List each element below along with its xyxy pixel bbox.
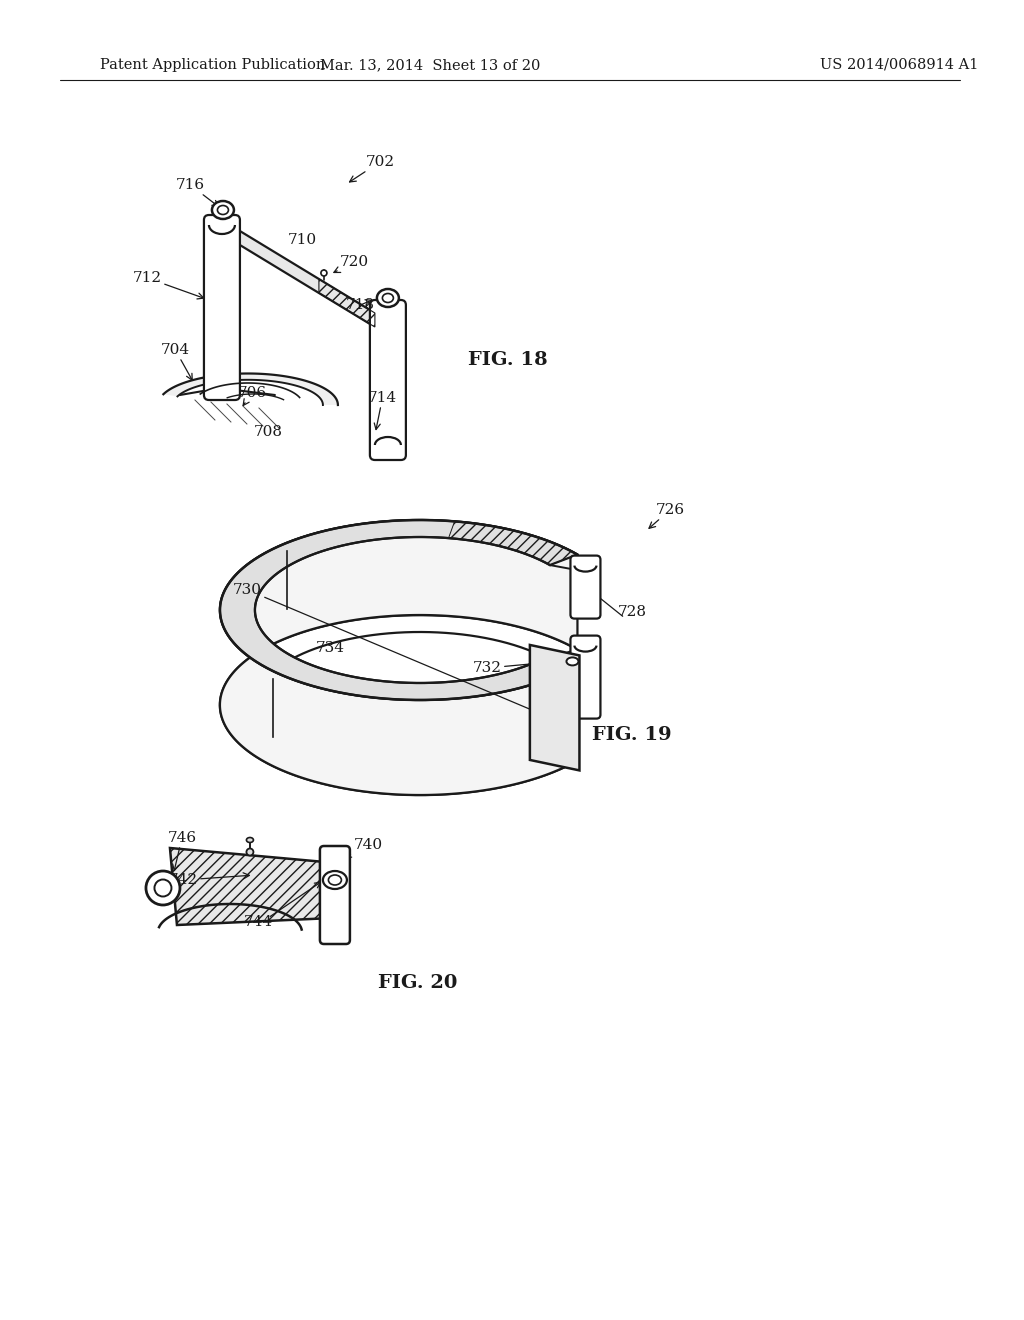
Ellipse shape bbox=[247, 837, 253, 842]
Ellipse shape bbox=[377, 289, 399, 308]
Text: 710: 710 bbox=[288, 234, 316, 247]
Text: 702: 702 bbox=[349, 154, 394, 182]
Ellipse shape bbox=[382, 293, 393, 302]
Text: 732: 732 bbox=[473, 657, 572, 675]
Polygon shape bbox=[220, 520, 578, 795]
Polygon shape bbox=[170, 847, 333, 925]
Polygon shape bbox=[164, 374, 338, 405]
Text: 726: 726 bbox=[649, 503, 684, 528]
Text: Mar. 13, 2014  Sheet 13 of 20: Mar. 13, 2014 Sheet 13 of 20 bbox=[319, 58, 540, 73]
Text: 704: 704 bbox=[161, 343, 193, 380]
Ellipse shape bbox=[247, 849, 253, 855]
Text: 720: 720 bbox=[334, 255, 369, 272]
Text: 718: 718 bbox=[346, 298, 375, 312]
Text: 714: 714 bbox=[368, 391, 397, 429]
Text: 740: 740 bbox=[345, 838, 382, 858]
Text: 728: 728 bbox=[617, 605, 646, 619]
Polygon shape bbox=[234, 228, 375, 327]
Ellipse shape bbox=[323, 871, 347, 888]
Ellipse shape bbox=[146, 871, 180, 906]
Text: US 2014/0068914 A1: US 2014/0068914 A1 bbox=[820, 58, 978, 73]
Text: 736: 736 bbox=[552, 700, 582, 713]
Ellipse shape bbox=[566, 657, 579, 665]
Text: 744: 744 bbox=[244, 915, 272, 929]
Ellipse shape bbox=[155, 879, 171, 896]
Polygon shape bbox=[220, 520, 578, 700]
FancyBboxPatch shape bbox=[204, 215, 240, 400]
Ellipse shape bbox=[217, 206, 228, 214]
FancyBboxPatch shape bbox=[570, 556, 600, 619]
Text: 712: 712 bbox=[133, 271, 204, 298]
Text: FIG. 20: FIG. 20 bbox=[378, 974, 458, 993]
Text: 730: 730 bbox=[232, 583, 557, 721]
Ellipse shape bbox=[329, 875, 341, 884]
Ellipse shape bbox=[212, 201, 233, 219]
Polygon shape bbox=[529, 645, 580, 771]
Text: 706: 706 bbox=[238, 385, 266, 405]
Ellipse shape bbox=[321, 271, 327, 276]
Text: 734: 734 bbox=[315, 642, 344, 655]
Text: 742: 742 bbox=[169, 873, 250, 887]
FancyBboxPatch shape bbox=[370, 300, 406, 459]
Text: 746: 746 bbox=[167, 832, 197, 871]
Text: 708: 708 bbox=[253, 425, 283, 440]
FancyBboxPatch shape bbox=[570, 636, 600, 718]
Text: FIG. 18: FIG. 18 bbox=[468, 351, 548, 370]
Text: 716: 716 bbox=[176, 178, 218, 207]
Text: FIG. 19: FIG. 19 bbox=[592, 726, 672, 744]
Text: Patent Application Publication: Patent Application Publication bbox=[100, 58, 326, 73]
FancyBboxPatch shape bbox=[319, 846, 350, 944]
